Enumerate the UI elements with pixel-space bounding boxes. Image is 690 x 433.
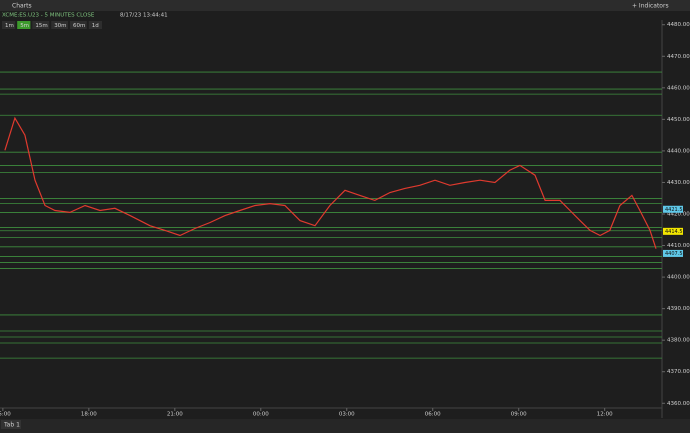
timeframe-button[interactable] [17,21,31,29]
y-tick-label: 4370.00 [667,369,690,375]
price-marker [663,227,683,235]
timeframe-label[interactable]: 30m [54,23,66,29]
x-tick-label: 18:00 [81,412,97,418]
price-marker [663,205,683,213]
y-tick-label: 4480.00 [667,22,690,28]
timestamp: 8/17/23 13:44:41 [120,13,168,19]
x-tick-label: 09:00 [511,412,527,418]
timeframe-bar: 1m 5m 15m 30m 60m 1d [2,21,102,29]
y-tick-label: 4380.00 [667,338,690,344]
tab-bar [0,419,690,433]
timeframe-button[interactable] [70,21,87,29]
price-line [4,116,657,249]
x-tick-label: 06:00 [425,412,441,418]
y-tick-label: 4390.00 [667,306,690,312]
plot: 4480.00 4470.00 4460.00 4450.00 4440.00 4430.… [0,22,690,418]
y-tick-label: 4430.00 [667,180,690,186]
price-marker-label: 4414.5 [665,229,683,235]
price-marker-label: 4421.5 [665,207,683,213]
x-tick-label: 21:00 [167,412,183,418]
y-tick-label: 4440.00 [667,148,690,154]
timeframe-label[interactable]: 1m [5,23,14,29]
tab[interactable] [1,420,21,429]
price-marker [663,249,683,257]
x-tick-label: 00:00 [253,412,269,418]
timeframe-label[interactable]: 5m [20,23,29,29]
y-tick-label: 4450.00 [667,117,690,123]
timeframe-button[interactable] [51,21,68,29]
symbol: XCME:ES.U23 - 5 MINUTES CLOSE [2,13,95,19]
timeframe-label[interactable]: 60m [73,23,85,29]
timeframe-button[interactable] [32,21,50,29]
y-tick-label: 4410.00 [667,243,690,249]
title-bar [0,0,690,11]
y-tick-label: 4400.00 [667,275,690,281]
x-tick-label: 12:00 [597,412,613,418]
x-tick-label: 03:00 [339,412,355,418]
timeframe-label[interactable]: 1d [92,23,99,29]
y-tick-label: 4460.00 [667,85,690,91]
timeframe-button[interactable] [2,21,16,29]
timeframe-label[interactable]: 15m [35,23,47,29]
tab-label[interactable]: Tab 1 [3,422,20,429]
x-tick-label: 15:00 [0,412,11,418]
y-tick-label: 4360.00 [667,401,690,407]
price-marker-label: 4407.5 [665,251,683,257]
indicators-button[interactable]: + Indicators [632,3,669,10]
y-tick-label: 4420.00 [667,212,690,218]
timeframe-button[interactable] [88,21,102,29]
y-tick-label: 4470.00 [667,54,690,60]
window-title: Charts [12,3,32,10]
